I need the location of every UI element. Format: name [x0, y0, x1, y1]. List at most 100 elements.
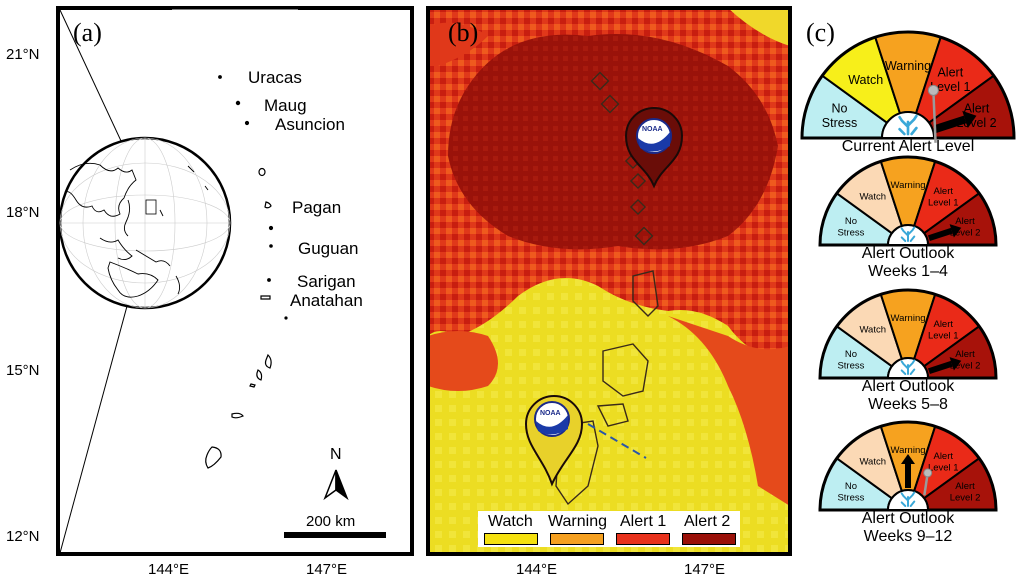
gauge-2-label-3: Level 1 — [928, 330, 959, 341]
legend-swatch-alert1 — [616, 533, 670, 545]
noaa-pin-top — [624, 107, 684, 189]
lat-tick-18: 18°N — [6, 204, 40, 221]
noaa-badge-text-bottom: NOAA — [540, 410, 561, 417]
island-alamagan — [268, 225, 274, 231]
island-pagan — [264, 201, 272, 209]
gauge-0-label-2: Warning — [885, 59, 931, 73]
coral-icon — [900, 359, 916, 375]
gauge-0-label-4: Alert — [964, 102, 990, 116]
island-rota — [231, 412, 244, 419]
gauge-2-caption-line2: Weeks 5–8 — [868, 396, 948, 413]
legend-label-alert1: Alert 1 — [620, 513, 667, 530]
gauge-2-label-0: Stress — [837, 360, 864, 371]
globe-coastlines — [65, 162, 209, 298]
noaa-pin-bottom — [524, 395, 584, 487]
coral-icon — [900, 491, 916, 507]
gauge-0-outline — [800, 30, 1016, 140]
island-agrihan — [258, 167, 266, 177]
label-sarigan: Sarigan — [297, 272, 356, 291]
island-guam — [205, 446, 222, 469]
gauge-1-caption-line1: Alert Outlook — [861, 245, 955, 262]
label-uracas: Uracas — [248, 68, 302, 87]
lat-tick-21: 21°N — [6, 46, 40, 63]
gauge-1-outline — [818, 155, 998, 247]
gauge-1-label-0: No — [845, 216, 857, 227]
alert2-region — [448, 34, 778, 250]
gauge-2-label-4: Level 2 — [950, 360, 981, 371]
gauge-0-grey-marker — [927, 84, 939, 143]
island-uracas — [218, 75, 222, 79]
gauge-2-pointer — [927, 357, 962, 375]
scale-label: 200 km — [306, 513, 356, 530]
legend-swatch-watch — [484, 533, 538, 545]
gauge-3-grey-marker — [923, 468, 933, 496]
island-maug — [235, 100, 241, 106]
legend-swatch-alert2 — [682, 533, 736, 545]
gauge-3-outline — [818, 420, 998, 512]
panel-c-label: (c) — [806, 18, 835, 47]
legend-label-watch: Watch — [488, 513, 533, 530]
gauge-3-caption-line1: Alert Outlook — [861, 510, 955, 527]
north-arrow — [323, 469, 349, 501]
gauge-0-label-0: Stress — [822, 116, 857, 130]
lon-tick-144-a: 144°E — [148, 561, 190, 578]
coral-icon — [898, 114, 918, 136]
islands — [205, 75, 288, 469]
gauge-3-label-3: Level 1 — [928, 462, 959, 473]
island-tinian — [256, 369, 263, 381]
gauge-1-label-2: Warning — [890, 180, 925, 191]
gauge-2-label-3: Alert — [933, 319, 953, 330]
panel-a-label: (a) — [73, 18, 102, 47]
globe-graticule — [59, 137, 231, 309]
gauge-3-caption-line2: Weeks 9–12 — [863, 528, 953, 545]
legend-label-warning: Warning — [548, 513, 607, 530]
label-pagan: Pagan — [292, 198, 342, 217]
island-saipan — [264, 353, 272, 369]
island-sarigan — [267, 278, 271, 282]
gauge-3-label-4: Alert — [955, 481, 975, 492]
gauge-3-label-2: Warning — [890, 445, 925, 456]
lat-tick-12: 12°N — [6, 528, 40, 545]
label-maug: Maug — [264, 96, 307, 115]
gauge-3-label-0: No — [845, 481, 857, 492]
panel-b-label: (b) — [448, 18, 479, 47]
island-aguijan — [249, 383, 256, 388]
gauge-1-caption-line2: Weeks 1–4 — [868, 263, 948, 280]
north-label: N — [330, 446, 342, 463]
lat-tick-15: 15°N — [6, 362, 40, 379]
globe-inset-box — [145, 199, 157, 215]
gauge-0-label-1: Watch — [848, 73, 883, 87]
lon-tick-147-a: 147°E — [306, 561, 348, 578]
gauge-3-label-0: Stress — [837, 492, 864, 503]
gauge-1-label-3: Level 1 — [928, 197, 959, 208]
gauge-3-label-3: Alert — [933, 451, 953, 462]
scale-bar — [284, 532, 386, 538]
legend-label-alert2: Alert 2 — [684, 513, 731, 530]
label-anatahan: Anatahan — [290, 291, 363, 310]
gauge-1-label-1: Watch — [859, 192, 886, 203]
gauge-1-label-3: Alert — [933, 186, 953, 197]
alert1-band — [668, 316, 790, 506]
gauge-2-caption-line1: Alert Outlook — [861, 378, 955, 395]
gauge-2-label-4: Alert — [955, 349, 975, 360]
legend-swatch-warning — [550, 533, 604, 545]
gauge-3-label-4: Level 2 — [950, 492, 981, 503]
gauge-0-caption: Current Alert Level — [841, 138, 975, 155]
panel-b-map — [428, 6, 790, 556]
island-asuncion — [244, 120, 250, 126]
gauge-1-label-4: Level 2 — [950, 227, 981, 238]
lon-tick-144-b: 144°E — [516, 561, 558, 578]
label-asuncion: Asuncion — [275, 115, 345, 134]
panel-b-frame — [426, 6, 792, 556]
legend: Watch Warning Alert 1 Alert 2 — [478, 511, 740, 547]
gauge-0-label-0: No — [832, 102, 848, 116]
noaa-badge-text-top: NOAA — [642, 126, 663, 133]
gauge-2-label-2: Warning — [890, 313, 925, 324]
gauge-2-label-0: No — [845, 349, 857, 360]
